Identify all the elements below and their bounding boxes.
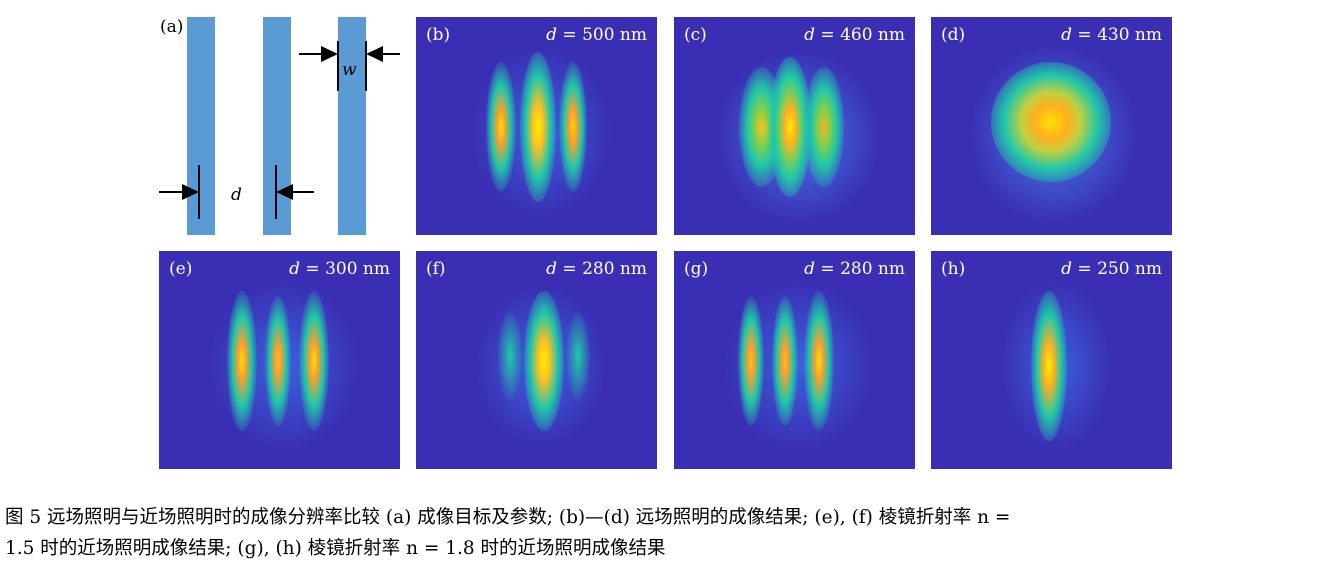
caption-line-1: 图 5 远场照明与近场照明时的成像分辨率比较 (a) 成像目标及参数; (b)—… (5, 507, 1011, 528)
panel-label-e: (e) (169, 259, 193, 279)
w-label: w (342, 60, 357, 80)
w-arrow-left-icon (321, 46, 338, 62)
panel-label-f: (f) (426, 259, 446, 279)
panel-label-g: (g) (684, 259, 709, 279)
figure-caption: 图 5 远场照明与近场照明时的成像分辨率比较 (a) 成像目标及参数; (b)—… (5, 502, 1337, 564)
panel-a-schematic: (a) w d (159, 17, 401, 235)
panel-b: (b) d = 500 nm (416, 17, 657, 235)
panel-g: (g) d = 280 nm (674, 251, 915, 469)
panel-d: (d) d = 430 nm (931, 17, 1172, 235)
slit-bar-3 (338, 17, 366, 235)
panel-distance-h: d = 250 nm (1061, 259, 1162, 279)
panel-c: (c) d = 460 nm (674, 17, 915, 235)
panel-a-label: (a) (160, 17, 184, 37)
d-arrow-right-icon (276, 184, 293, 200)
panel-distance-e: d = 300 nm (289, 259, 390, 279)
panel-label-d: (d) (941, 25, 966, 45)
slit-bar-1 (187, 17, 215, 235)
panel-e: (e) d = 300 nm (159, 251, 400, 469)
panel-distance-g: d = 280 nm (804, 259, 905, 279)
caption-line-2: 1.5 时的近场照明成像结果; (g), (h) 棱镜折射率 n = 1.8 时… (5, 538, 666, 559)
panel-distance-c: d = 460 nm (804, 25, 905, 45)
panel-distance-f: d = 280 nm (546, 259, 647, 279)
d-arrow-left-icon (182, 184, 199, 200)
panel-label-b: (b) (426, 25, 451, 45)
panel-distance-b: d = 500 nm (546, 25, 647, 45)
schematic-drawing: w d (159, 17, 401, 235)
panel-label-c: (c) (684, 25, 707, 45)
w-arrow-right-icon (366, 46, 383, 62)
panel-label-h: (h) (941, 259, 966, 279)
panel-f: (f) d = 280 nm (416, 251, 657, 469)
panel-h: (h) d = 250 nm (931, 251, 1172, 469)
panel-distance-d: d = 430 nm (1061, 25, 1162, 45)
d-label: d (231, 185, 242, 205)
